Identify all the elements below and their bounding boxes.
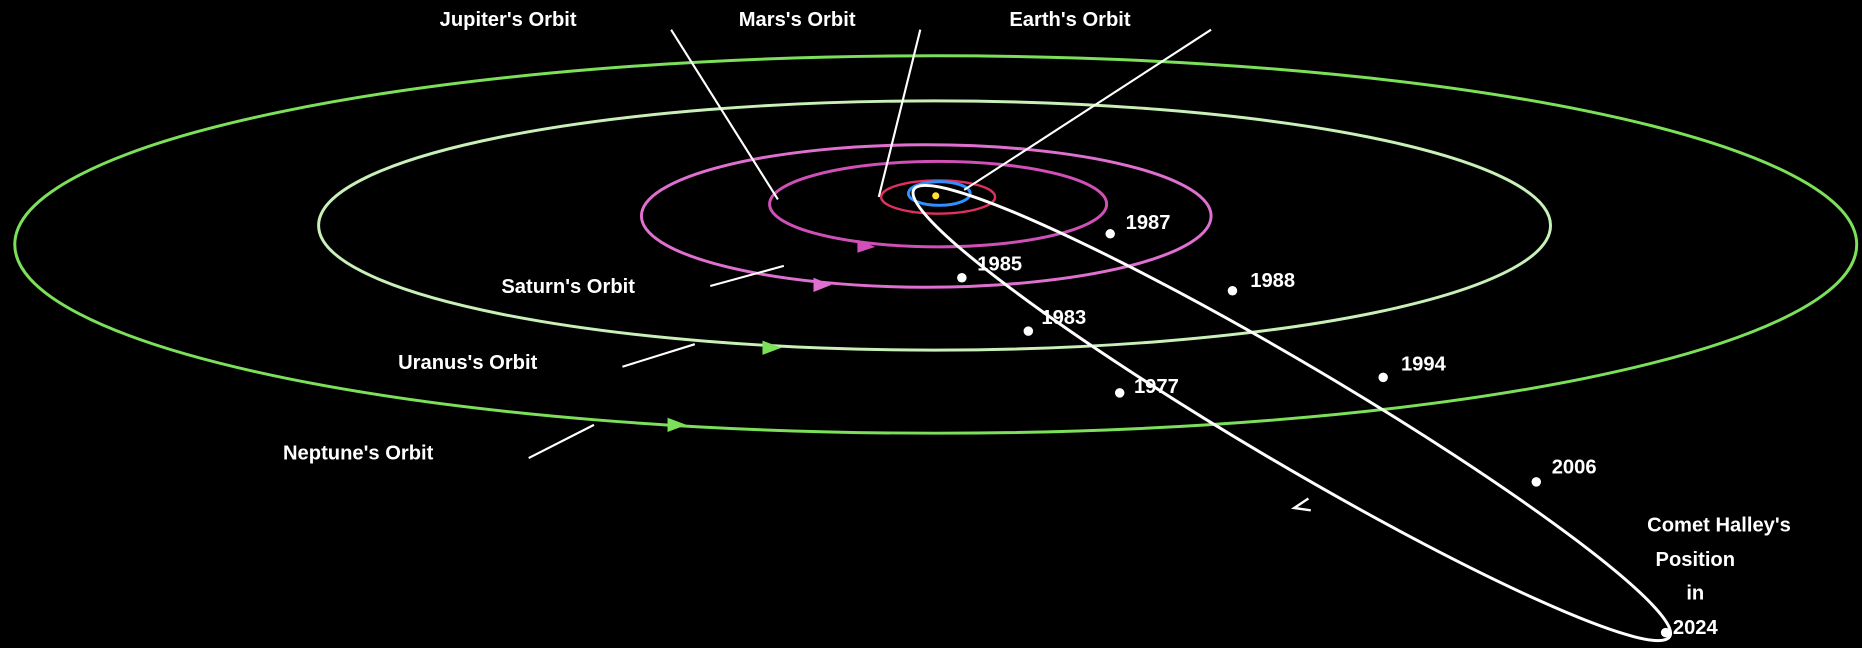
- year-label: 2006: [1552, 457, 1597, 479]
- year-label: 1988: [1250, 270, 1295, 292]
- page: Jupiter's Orbit Mars's Orbit Earth's Orb…: [0, 0, 1862, 648]
- year-label: 1983: [1041, 307, 1086, 329]
- comet-label: 2024: [1673, 617, 1719, 639]
- orbit-label: Mars's Orbit: [739, 9, 856, 31]
- orbit-label: Neptune's Orbit: [283, 442, 434, 464]
- background: [1, 0, 1862, 648]
- year-label: 1994: [1401, 353, 1447, 375]
- comet-label: in: [1686, 582, 1704, 604]
- orbit-label: Saturn's Orbit: [501, 276, 635, 298]
- orbit-label: Earth's Orbit: [1009, 9, 1131, 31]
- year-label: 1985: [977, 254, 1022, 276]
- sun: [932, 192, 939, 199]
- diagram: Jupiter's Orbit Mars's Orbit Earth's Orb…: [0, 0, 1862, 648]
- year-label: 1977: [1134, 376, 1179, 398]
- comet-label: Comet Halley's: [1647, 515, 1791, 537]
- orbit-label: Jupiter's Orbit: [440, 9, 577, 31]
- comet-label: Position: [1656, 549, 1736, 571]
- orbit-label: Uranus's Orbit: [398, 352, 537, 374]
- year-label: 1987: [1126, 212, 1171, 234]
